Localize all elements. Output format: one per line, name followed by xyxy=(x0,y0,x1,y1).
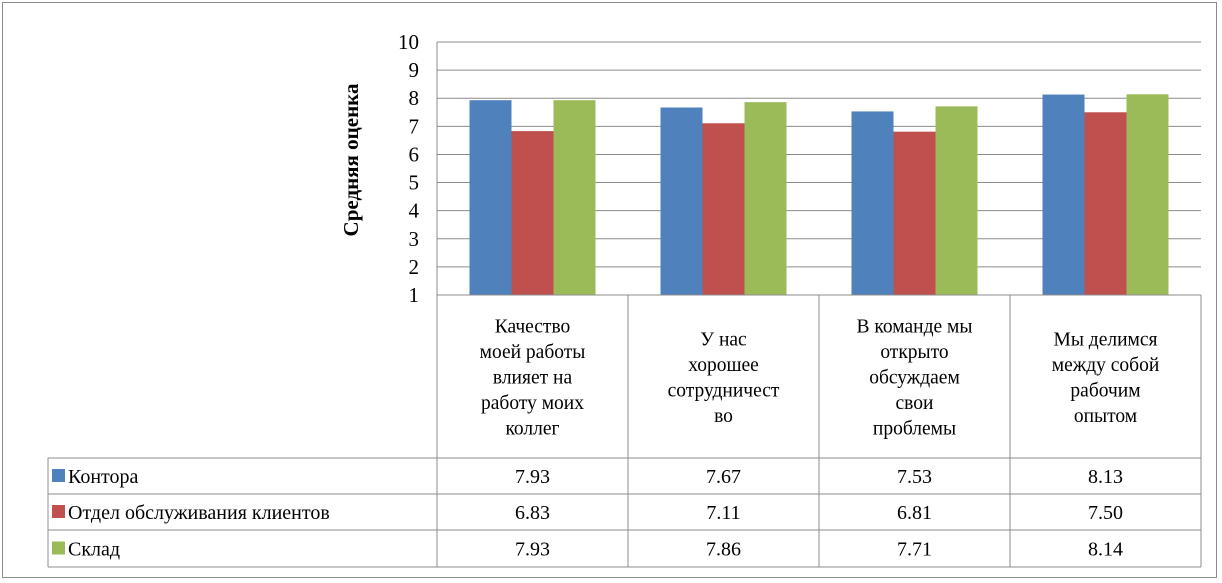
category-label: между собой xyxy=(1052,355,1160,376)
bar xyxy=(1126,94,1169,295)
legend-swatch xyxy=(52,469,65,482)
data-label: 7.50 xyxy=(1088,502,1123,524)
category-label: во xyxy=(714,406,733,427)
bar xyxy=(702,123,745,295)
data-label: 7.53 xyxy=(897,466,932,488)
bar xyxy=(660,107,703,295)
y-tick-label: 9 xyxy=(409,58,420,82)
category-label: Мы делимся xyxy=(1053,329,1157,350)
bar xyxy=(469,100,512,295)
category-label: У нас xyxy=(700,329,747,350)
category-label: свои xyxy=(896,393,934,414)
legend-label: Отдел обслуживания клиентов xyxy=(68,502,330,524)
data-label: 7.71 xyxy=(897,539,932,561)
y-axis-title: Средняя оценка xyxy=(339,83,363,236)
y-tick-label: 10 xyxy=(398,30,419,54)
y-axis-ticks: 1 2 3 4 5 6 7 8 9 10 xyxy=(398,30,420,307)
category-label: обсуждаем xyxy=(869,368,960,389)
category-label: сотрудничест xyxy=(668,380,780,401)
data-table: Качество моей работы влияет на работу моих к… xyxy=(47,294,1202,568)
data-label: 7.11 xyxy=(706,502,740,524)
category-label: рабочим xyxy=(1070,380,1140,401)
y-tick-label: 2 xyxy=(409,255,420,279)
y-tick-label: 1 xyxy=(409,283,420,307)
data-label: 7.86 xyxy=(706,539,741,561)
y-tick-label: 3 xyxy=(409,227,420,251)
category-label: коллег xyxy=(505,419,559,440)
category-label: проблемы xyxy=(873,419,956,440)
legend-label: Склад xyxy=(68,539,120,561)
y-tick-label: 6 xyxy=(409,142,420,166)
legend-swatch xyxy=(52,541,65,555)
data-label: 8.14 xyxy=(1088,539,1123,561)
category-label: моей работы xyxy=(480,342,586,363)
category-label: В команде мы xyxy=(857,317,973,338)
y-tick-label: 5 xyxy=(409,171,420,195)
category-label: влияет на xyxy=(493,368,573,389)
category-label: хорошее xyxy=(688,355,759,376)
category-label: Качество xyxy=(495,317,571,338)
bar xyxy=(553,100,596,295)
data-label: 7.93 xyxy=(515,539,550,561)
bar xyxy=(935,106,978,295)
category-label: работу моих xyxy=(481,393,584,414)
data-label: 7.67 xyxy=(706,466,741,488)
data-label: 7.93 xyxy=(515,466,550,488)
legend-label: Контора xyxy=(68,466,139,488)
data-label: 8.13 xyxy=(1088,466,1123,488)
category-label: открыто xyxy=(880,342,948,363)
bar xyxy=(1042,94,1085,295)
bar xyxy=(744,102,787,295)
category-label: опытом xyxy=(1074,406,1137,427)
y-tick-label: 4 xyxy=(409,199,420,223)
y-tick-label: 7 xyxy=(409,114,420,138)
bar xyxy=(1084,112,1127,296)
data-label: 6.81 xyxy=(897,502,932,524)
y-tick-label: 8 xyxy=(409,86,420,110)
bars xyxy=(469,94,1169,296)
bar xyxy=(851,111,894,295)
bar xyxy=(511,131,554,295)
bar xyxy=(893,131,936,295)
legend-swatch xyxy=(52,505,65,518)
data-label: 6.83 xyxy=(515,502,550,524)
